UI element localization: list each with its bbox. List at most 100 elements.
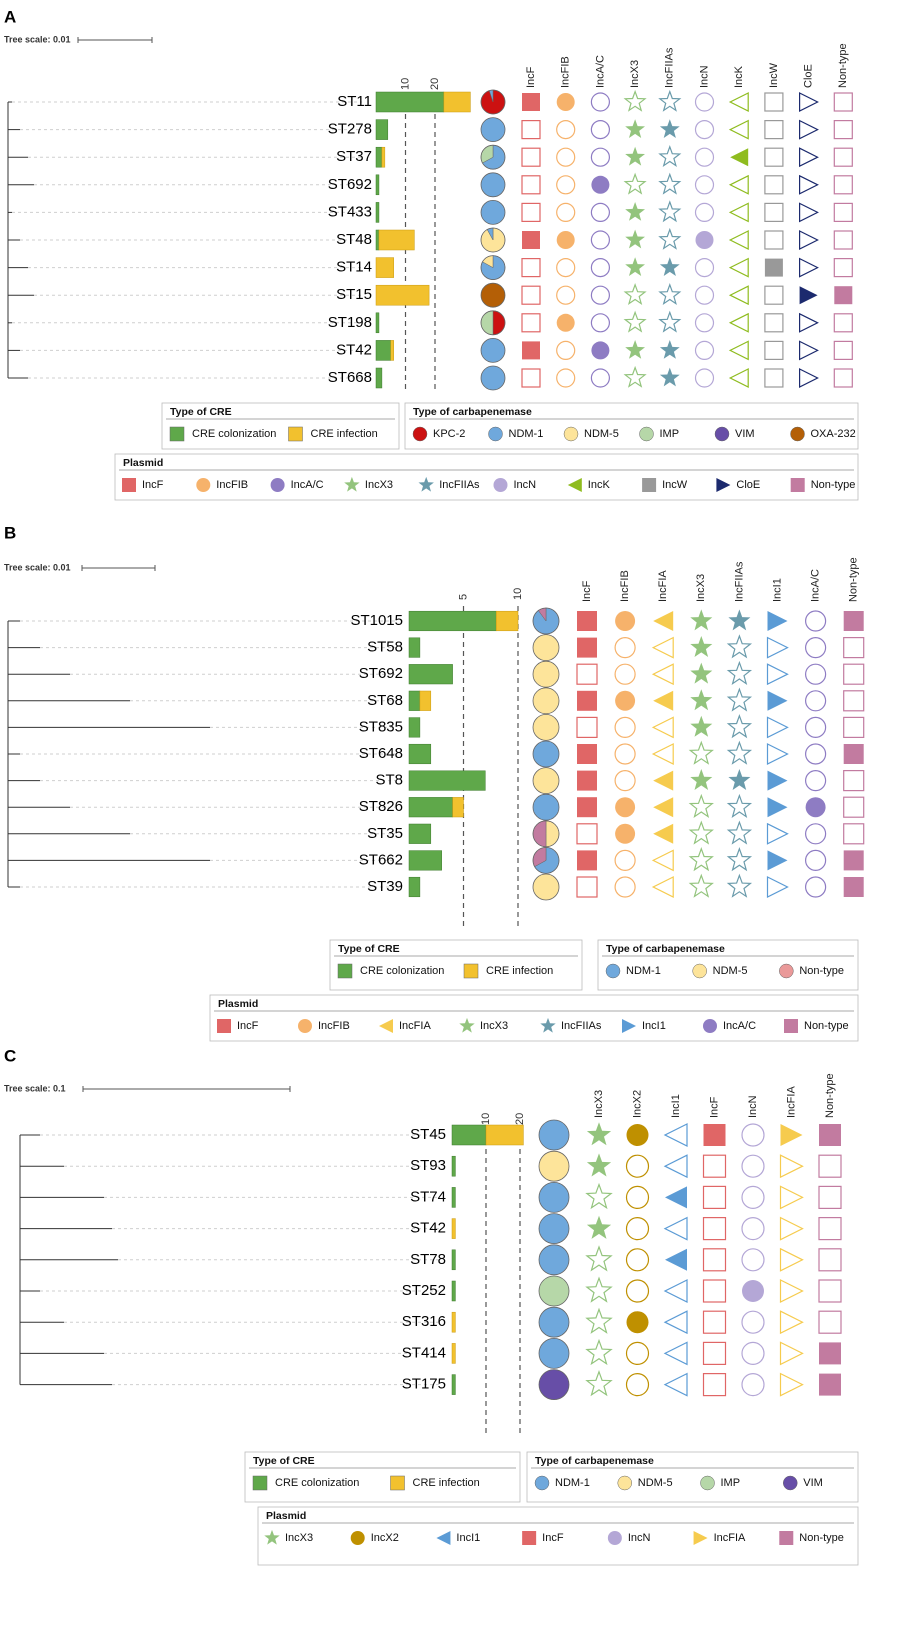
plasmid-marker-incfib: [614, 876, 636, 898]
legend-item-label: IncI1: [642, 1020, 666, 1032]
legend-item-label: NDM-5: [584, 428, 619, 440]
plasmid-marker-inci1: [766, 822, 789, 845]
plasmid-marker-incx3: [688, 740, 714, 765]
plasmid-marker-incx2: [626, 1311, 649, 1334]
plasmid-marker-incfib: [556, 175, 576, 195]
plasmid-marker-incfib: [556, 147, 576, 167]
plasmid-marker-non-type: [843, 744, 864, 764]
plasmid-marker-non-type: [843, 877, 864, 897]
legend-item-label: NDM-5: [713, 965, 748, 977]
st-label: ST648: [359, 745, 403, 762]
plasmid-marker-non-type: [843, 796, 865, 818]
plasmid-marker-incx3: [688, 847, 714, 872]
plasmid-marker-incx3: [690, 662, 713, 684]
plasmid-column-header: Non-type: [848, 557, 860, 602]
plasmid-marker-inck: [728, 312, 749, 333]
legend-box-carbapenemase: [526, 1451, 859, 1503]
carbapenemase-pie-slice-imp: [480, 310, 494, 336]
row-st198: ST198: [328, 310, 853, 336]
carbapenemase-pie-outline: [532, 847, 560, 874]
plasmid-column-header: IncF: [525, 66, 537, 88]
legend-item-label: IMP: [721, 1477, 741, 1489]
plasmid-marker-incfia: [779, 1216, 804, 1241]
plasmid-marker-non-type: [833, 119, 853, 140]
plasmid-marker-incf: [576, 823, 598, 845]
plasmid-marker-non-type: [833, 147, 853, 167]
plasmid-marker-non-type: [833, 175, 853, 195]
bar-infection: [378, 229, 415, 251]
legend-box-plasmid: [114, 453, 859, 501]
plasmid-marker-non-type: [843, 716, 865, 739]
plasmid-marker-incfiias: [658, 310, 682, 333]
plasmid-marker-incn: [741, 1372, 765, 1397]
carbapenemase-pie-slice-ndm-1: [538, 1182, 570, 1213]
plasmid-marker-incw: [764, 368, 784, 388]
legend-swatch-inca-c: [703, 1019, 717, 1033]
plasmid-marker-non-type: [843, 690, 865, 712]
bar-colonization: [375, 367, 383, 389]
plasmid-marker-incfib: [615, 797, 636, 818]
plasmid-marker-inci1: [663, 1154, 688, 1179]
plasmid-marker-incn: [694, 92, 715, 112]
plasmid-marker-inca-c: [590, 313, 611, 333]
plasmid-column-header: IncI1: [670, 1094, 682, 1118]
row-st42: ST42: [410, 1213, 842, 1244]
plasmid-marker-incf: [576, 716, 598, 739]
legend-swatch-kpc-2: [412, 426, 428, 442]
plasmid-marker-inca-c: [804, 849, 827, 872]
bar-infection: [485, 1124, 524, 1146]
plasmid-marker-incfiias: [659, 340, 680, 359]
plasmid-marker-inci1: [767, 850, 788, 871]
plasmid-marker-incf: [702, 1216, 727, 1241]
legend-item-label: VIM: [803, 1477, 823, 1489]
bar-infection: [375, 284, 430, 306]
plasmid-marker-incx3: [688, 793, 714, 819]
plasmid-marker-inca-c: [590, 202, 611, 222]
plasmid-marker-incw: [764, 230, 784, 250]
plasmid-marker-incf: [521, 175, 541, 195]
st-label: ST433: [328, 203, 372, 220]
legend-swatch-vim: [714, 426, 730, 442]
plasmid-marker-incx3: [688, 820, 714, 845]
legend-item-label: Non-type: [804, 1020, 849, 1032]
plasmid-marker-inci1: [766, 663, 789, 686]
plasmid-marker-inck: [728, 285, 749, 306]
plasmid-marker-inci1: [663, 1216, 688, 1241]
bar-colonization: [408, 610, 497, 632]
carbapenemase-pie-slice-ndm-1: [480, 337, 506, 363]
legend: Type of CRE CRE colonization CRE infection…: [209, 939, 859, 1042]
carbapenemase-pie-slice-ndm-1: [532, 793, 560, 821]
carbapenemase-pie-slice-ndm-1: [538, 1119, 570, 1151]
plasmid-marker-inck: [728, 202, 749, 223]
plasmid-marker-inca-c: [804, 823, 827, 845]
plasmid-column-header: IncN: [698, 65, 710, 88]
row-st175: ST175: [402, 1369, 841, 1400]
row-st37: ST37: [336, 144, 853, 170]
bar-colonization: [451, 1187, 456, 1208]
plasmid-marker-inck: [728, 230, 749, 250]
st-label: ST15: [336, 286, 372, 303]
legend-item-label: CRE colonization: [360, 965, 444, 977]
plasmid-marker-non-type: [843, 769, 865, 792]
st-label: ST835: [359, 718, 403, 735]
plasmid-marker-incx3: [625, 146, 645, 166]
carbapenemase-pie-slice-imp: [538, 1275, 570, 1307]
plasmid-marker-incx3: [625, 119, 645, 138]
plasmid-marker-incfia: [651, 636, 674, 659]
plasmid-marker-inci1: [665, 1248, 687, 1271]
plasmid-marker-incx2: [625, 1248, 650, 1272]
plasmid-column-header: IncFIB: [560, 56, 572, 88]
bar-colonization: [375, 202, 380, 223]
plasmid-marker-incn: [694, 340, 715, 360]
plasmid-marker-inca-c: [590, 120, 611, 140]
plasmid-column-header: IncFIB: [619, 570, 631, 602]
legend-swatch-cloe: [716, 478, 731, 492]
plasmid-marker-incx3: [585, 1276, 613, 1303]
plasmid-marker-incx3: [623, 283, 647, 306]
legend-title-carbapenemase: Type of carbapenemase: [535, 1455, 654, 1467]
plasmid-marker-incx3: [625, 257, 645, 276]
plasmid-marker-incn: [694, 313, 715, 333]
plasmid-marker-inci1: [766, 876, 789, 898]
legend-swatch-incn: [493, 478, 508, 492]
plasmid-marker-inca-c: [805, 797, 826, 818]
